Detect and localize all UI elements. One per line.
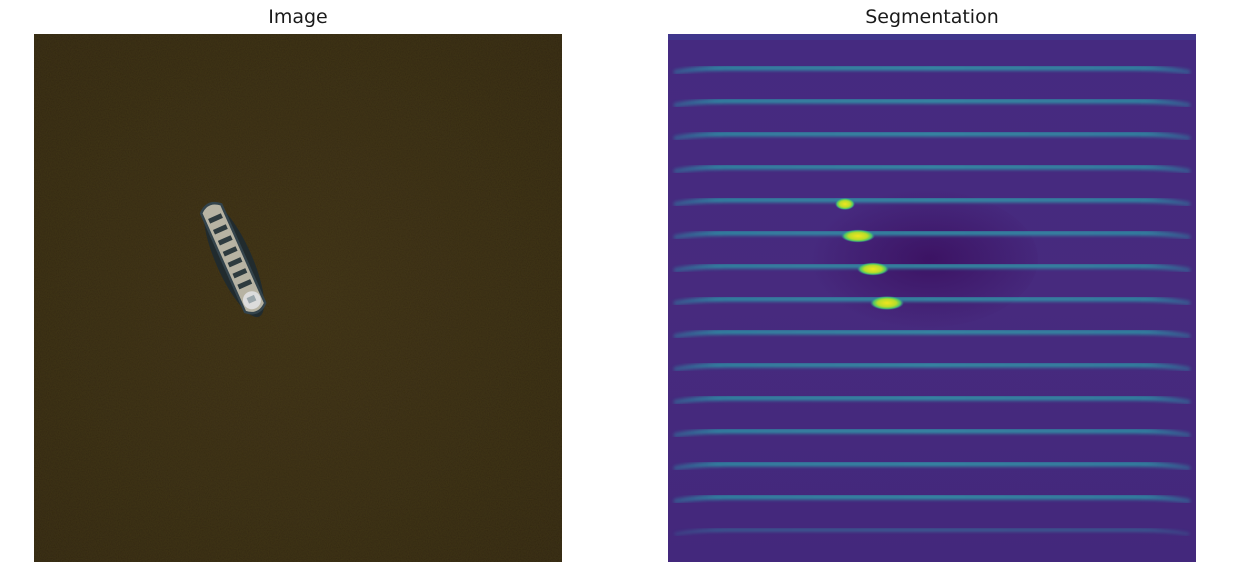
water-texture: [34, 34, 562, 562]
satellite-image: [34, 34, 562, 562]
segmentation-stripe: [673, 494, 1191, 504]
segmentation-stripe: [673, 65, 1191, 75]
segmentation-stripe: [673, 395, 1191, 405]
segmentation-stripe: [673, 362, 1191, 372]
segmentation-stripe: [673, 197, 1191, 207]
segmentation-stripe: [673, 428, 1191, 438]
ship: [199, 201, 267, 318]
satellite-image-panel: [34, 34, 562, 562]
image-panel-title: Image: [268, 6, 328, 28]
segmentation-stripe: [673, 461, 1191, 471]
hotspot-group: [835, 198, 904, 310]
hotspot: [870, 296, 904, 310]
stripe-group: [673, 65, 1191, 536]
hotspot: [857, 262, 889, 276]
hotspot: [841, 229, 875, 243]
hotspot: [835, 198, 855, 210]
segmentation-panel-title: Segmentation: [865, 6, 999, 28]
segmentation-stripe: [673, 296, 1191, 306]
dark-region: [798, 189, 1038, 329]
segmentation-heatmap: [668, 34, 1196, 562]
segmentation-stripe: [673, 230, 1191, 240]
segmentation-stripe: [673, 263, 1191, 273]
segmentation-stripe: [674, 528, 1190, 536]
segmentation-panel: [668, 34, 1196, 562]
segmentation-stripe: [673, 131, 1191, 141]
segmentation-stripe: [673, 164, 1191, 174]
segmentation-stripe: [673, 329, 1191, 339]
segmentation-stripe: [673, 98, 1191, 108]
top-edge: [668, 34, 1196, 40]
